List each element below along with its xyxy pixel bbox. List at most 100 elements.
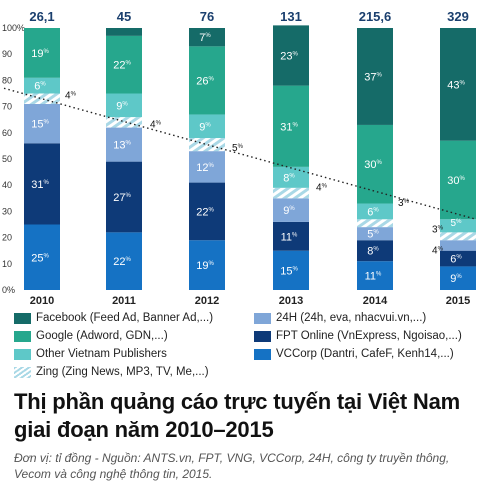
bar-segment bbox=[440, 140, 476, 220]
x-tick-label: 2012 bbox=[195, 295, 219, 307]
bar-segment bbox=[357, 124, 393, 204]
data-label-unit: % bbox=[292, 232, 298, 238]
data-label-unit: % bbox=[373, 247, 379, 253]
y-tick-label: 20 bbox=[2, 233, 12, 243]
legend-swatch bbox=[14, 330, 31, 342]
outside-label-unit: % bbox=[156, 121, 162, 127]
data-label-unit: % bbox=[43, 120, 49, 126]
chart-title: Thị phần quảng cáo trực tuyến tại Việt N… bbox=[14, 389, 460, 442]
legend-swatch bbox=[14, 312, 31, 324]
bar-segment bbox=[106, 93, 142, 118]
bar-segment bbox=[189, 28, 225, 47]
x-tick-label: 2010 bbox=[30, 295, 54, 307]
legend-swatch bbox=[14, 348, 31, 360]
data-label-unit: % bbox=[43, 180, 49, 186]
data-label-unit: % bbox=[373, 230, 379, 236]
y-tick-label: 30 bbox=[2, 206, 12, 216]
legend-item: VCCorp (Dantri, CafeF, Kenh14,...) bbox=[254, 348, 454, 360]
data-label: 5% bbox=[451, 218, 463, 229]
y-tick-label: 60 bbox=[2, 128, 12, 138]
bar-segment bbox=[273, 250, 309, 290]
bar-segment bbox=[357, 219, 393, 228]
bar-segment bbox=[357, 227, 393, 241]
y-tick-label: 70 bbox=[2, 102, 12, 112]
bar-segment bbox=[24, 93, 60, 104]
data-label-unit: % bbox=[43, 49, 49, 55]
bar-segment bbox=[189, 46, 225, 115]
data-label-unit: % bbox=[289, 173, 295, 179]
outside-label: 4% bbox=[316, 182, 328, 193]
x-tick-label: 2015 bbox=[446, 295, 470, 307]
bar-segment bbox=[357, 203, 393, 220]
legend-label: Other Vietnam Publishers bbox=[36, 348, 167, 360]
outside-label-unit: % bbox=[322, 183, 328, 189]
y-tick-label: 0% bbox=[2, 285, 15, 295]
data-label-unit: % bbox=[373, 207, 379, 213]
bar-segment bbox=[273, 187, 309, 199]
total-label: 329 bbox=[447, 9, 469, 24]
x-tick-label: 2011 bbox=[112, 295, 136, 307]
bar-segment bbox=[189, 182, 225, 241]
outside-label-unit: % bbox=[404, 199, 410, 205]
data-label-unit: % bbox=[376, 272, 382, 278]
total-label: 76 bbox=[200, 9, 214, 24]
x-tick-label: 2013 bbox=[279, 295, 303, 307]
legend-item: Google (Adword, GDN,...) bbox=[14, 330, 168, 342]
legend-label: Zing (Zing News, MP3, TV, Me,...) bbox=[36, 366, 209, 378]
legend-item: Zing (Zing News, MP3, TV, Me,...) bbox=[14, 366, 209, 378]
bar-segment bbox=[24, 224, 60, 290]
legend-swatch bbox=[254, 330, 271, 342]
data-label-unit: % bbox=[125, 193, 131, 199]
bar-segment bbox=[357, 261, 393, 290]
bar-segment bbox=[106, 117, 142, 128]
bar-segment bbox=[106, 232, 142, 290]
legend-label: Facebook (Feed Ad, Banner Ad,...) bbox=[36, 312, 214, 324]
outside-label: 4% bbox=[65, 91, 77, 102]
data-label-unit: % bbox=[289, 206, 295, 212]
bar-segment bbox=[24, 77, 60, 94]
bar-segment bbox=[24, 28, 60, 78]
legend-label: VCCorp (Dantri, CafeF, Kenh14,...) bbox=[276, 348, 454, 360]
data-label-unit: % bbox=[125, 257, 131, 263]
data-label-unit: % bbox=[459, 176, 465, 182]
total-label: 215,6 bbox=[359, 9, 392, 24]
bar-segment bbox=[24, 143, 60, 225]
outside-label: 5% bbox=[232, 143, 244, 154]
data-label-unit: % bbox=[456, 255, 462, 261]
bar-segment bbox=[24, 103, 60, 144]
data-label-unit: % bbox=[376, 160, 382, 166]
data-label-unit: % bbox=[122, 101, 128, 107]
outside-label-unit: % bbox=[71, 92, 77, 98]
bar-segment bbox=[357, 240, 393, 262]
total-label: 45 bbox=[117, 9, 131, 24]
total-label: 131 bbox=[280, 9, 302, 24]
bar-segment bbox=[357, 28, 393, 125]
source-note: Đơn vị: tỉ đồng - Nguồn: ANTS.vn, FPT, V… bbox=[14, 451, 450, 481]
data-label-unit: % bbox=[208, 261, 214, 267]
y-tick-label: 80 bbox=[2, 75, 12, 85]
data-label-unit: % bbox=[125, 61, 131, 67]
legend-item: Facebook (Feed Ad, Banner Ad,...) bbox=[14, 312, 213, 324]
data-label-unit: % bbox=[292, 266, 298, 272]
bar-segment bbox=[440, 250, 476, 267]
x-tick-label: 2014 bbox=[363, 295, 388, 307]
outside-label-unit: % bbox=[438, 225, 444, 231]
legend-label: 24H (24h, eva, nhacvui.vn,...) bbox=[276, 312, 427, 324]
data-label-unit: % bbox=[43, 253, 49, 259]
legend-item: FPT Online (VnExpress, Ngoisao,...) bbox=[254, 330, 462, 342]
bar-segment bbox=[440, 232, 476, 241]
bar-segment bbox=[273, 198, 309, 222]
data-label-unit: % bbox=[456, 219, 462, 225]
data-label-unit: % bbox=[376, 72, 382, 78]
bar-segment bbox=[106, 28, 142, 36]
outside-label: 3% bbox=[398, 198, 410, 209]
bar-segment bbox=[273, 166, 309, 188]
outside-label: 4% bbox=[432, 245, 444, 256]
outside-label: 4% bbox=[150, 120, 162, 131]
data-label-unit: % bbox=[459, 80, 465, 86]
bar-segment bbox=[189, 138, 225, 152]
data-label-unit: % bbox=[208, 163, 214, 169]
bar-segment bbox=[106, 35, 142, 94]
legend-swatch bbox=[254, 348, 271, 360]
